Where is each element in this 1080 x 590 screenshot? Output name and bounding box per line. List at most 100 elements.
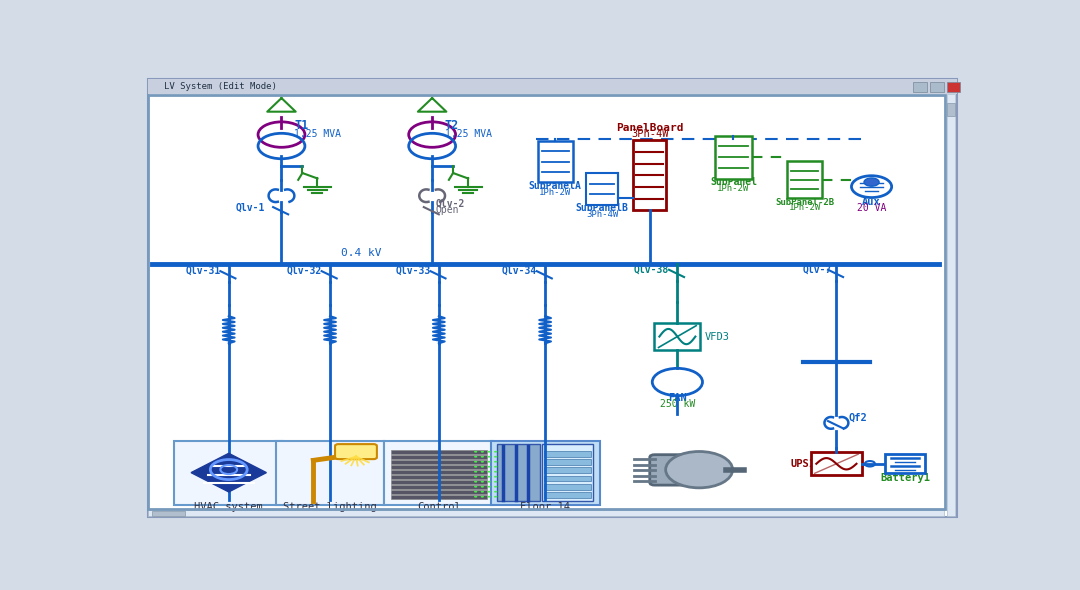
Circle shape bbox=[494, 461, 498, 463]
FancyBboxPatch shape bbox=[715, 136, 753, 179]
Text: Qlv-33: Qlv-33 bbox=[395, 266, 431, 276]
FancyBboxPatch shape bbox=[391, 475, 486, 478]
Circle shape bbox=[487, 491, 490, 493]
FancyBboxPatch shape bbox=[544, 459, 591, 465]
Text: 1Ph-2W: 1Ph-2W bbox=[717, 184, 750, 193]
FancyBboxPatch shape bbox=[633, 140, 666, 211]
FancyBboxPatch shape bbox=[542, 444, 593, 501]
Text: 250 kW: 250 kW bbox=[660, 399, 696, 409]
FancyBboxPatch shape bbox=[654, 323, 701, 350]
FancyBboxPatch shape bbox=[811, 453, 862, 475]
Circle shape bbox=[481, 456, 484, 458]
FancyBboxPatch shape bbox=[544, 451, 591, 457]
Circle shape bbox=[494, 471, 498, 473]
Circle shape bbox=[487, 466, 490, 468]
FancyBboxPatch shape bbox=[391, 490, 486, 494]
Circle shape bbox=[487, 481, 490, 483]
FancyBboxPatch shape bbox=[650, 455, 718, 485]
FancyBboxPatch shape bbox=[391, 470, 486, 474]
Circle shape bbox=[481, 496, 484, 497]
FancyBboxPatch shape bbox=[497, 444, 540, 501]
Circle shape bbox=[494, 451, 498, 453]
Circle shape bbox=[474, 451, 477, 453]
FancyBboxPatch shape bbox=[544, 484, 591, 490]
Circle shape bbox=[864, 178, 879, 186]
FancyBboxPatch shape bbox=[391, 455, 486, 459]
Text: 0.4 kV: 0.4 kV bbox=[341, 248, 381, 258]
Circle shape bbox=[481, 466, 484, 468]
Circle shape bbox=[474, 496, 477, 497]
FancyBboxPatch shape bbox=[148, 78, 957, 93]
Polygon shape bbox=[191, 453, 267, 492]
Text: SubPanelA: SubPanelA bbox=[529, 181, 582, 191]
Circle shape bbox=[474, 486, 477, 487]
Circle shape bbox=[481, 481, 484, 483]
Text: FAN: FAN bbox=[669, 393, 687, 403]
Circle shape bbox=[481, 476, 484, 478]
Circle shape bbox=[494, 476, 498, 478]
Text: 1.25 MVA: 1.25 MVA bbox=[445, 129, 491, 139]
Circle shape bbox=[474, 456, 477, 458]
FancyBboxPatch shape bbox=[335, 444, 377, 459]
FancyBboxPatch shape bbox=[544, 476, 591, 481]
Text: 20 VA: 20 VA bbox=[856, 203, 887, 213]
Circle shape bbox=[494, 496, 498, 497]
Circle shape bbox=[474, 481, 477, 483]
Text: Qlv-34: Qlv-34 bbox=[501, 266, 537, 276]
FancyBboxPatch shape bbox=[930, 81, 944, 91]
Text: Qlv-38: Qlv-38 bbox=[634, 265, 670, 275]
FancyBboxPatch shape bbox=[275, 441, 384, 504]
Text: SubPanelB: SubPanelB bbox=[576, 203, 629, 213]
FancyBboxPatch shape bbox=[174, 441, 283, 504]
FancyBboxPatch shape bbox=[391, 494, 486, 499]
Circle shape bbox=[487, 471, 490, 473]
Circle shape bbox=[487, 456, 490, 458]
Text: Open: Open bbox=[435, 205, 459, 215]
FancyBboxPatch shape bbox=[391, 480, 486, 484]
Text: T2: T2 bbox=[445, 119, 459, 132]
Text: 1Ph-2W: 1Ph-2W bbox=[788, 204, 821, 212]
Text: Battery1: Battery1 bbox=[880, 473, 930, 483]
Circle shape bbox=[494, 466, 498, 468]
FancyBboxPatch shape bbox=[391, 484, 486, 489]
Text: LV System (Edit Mode): LV System (Edit Mode) bbox=[164, 82, 278, 91]
Circle shape bbox=[487, 451, 490, 453]
Circle shape bbox=[487, 461, 490, 463]
FancyBboxPatch shape bbox=[947, 103, 956, 116]
FancyBboxPatch shape bbox=[391, 460, 486, 464]
Text: T1: T1 bbox=[294, 119, 308, 132]
Circle shape bbox=[487, 496, 490, 497]
Text: Qlv-32: Qlv-32 bbox=[286, 266, 322, 276]
FancyBboxPatch shape bbox=[148, 510, 944, 516]
FancyBboxPatch shape bbox=[391, 450, 486, 454]
FancyBboxPatch shape bbox=[384, 441, 494, 504]
Circle shape bbox=[474, 476, 477, 478]
Text: Qf2: Qf2 bbox=[848, 412, 867, 422]
Text: 1Ph-2W: 1Ph-2W bbox=[539, 188, 571, 197]
Text: 3Ph-4W: 3Ph-4W bbox=[631, 129, 669, 139]
FancyBboxPatch shape bbox=[544, 492, 591, 498]
FancyBboxPatch shape bbox=[538, 141, 572, 182]
FancyBboxPatch shape bbox=[151, 511, 186, 516]
Text: SubPanel-2B: SubPanel-2B bbox=[775, 198, 834, 207]
Text: 3Ph-4W: 3Ph-4W bbox=[586, 209, 618, 219]
Circle shape bbox=[494, 481, 498, 483]
Text: Street lighting: Street lighting bbox=[283, 502, 377, 512]
Text: VFD3: VFD3 bbox=[705, 332, 730, 342]
FancyBboxPatch shape bbox=[947, 81, 960, 91]
Text: UPS1: UPS1 bbox=[791, 459, 815, 469]
Text: Control: Control bbox=[417, 502, 461, 512]
FancyBboxPatch shape bbox=[586, 173, 618, 205]
Circle shape bbox=[494, 456, 498, 458]
Circle shape bbox=[481, 461, 484, 463]
FancyBboxPatch shape bbox=[391, 465, 486, 469]
Text: HVAC system: HVAC system bbox=[194, 502, 264, 512]
FancyBboxPatch shape bbox=[787, 161, 822, 198]
Text: Qlv-7: Qlv-7 bbox=[802, 265, 833, 275]
Circle shape bbox=[474, 466, 477, 468]
Text: PanelBoard: PanelBoard bbox=[616, 123, 684, 133]
Text: SubPanel: SubPanel bbox=[710, 177, 757, 187]
Text: Qlv-2: Qlv-2 bbox=[435, 199, 464, 209]
FancyBboxPatch shape bbox=[148, 78, 957, 517]
Circle shape bbox=[487, 486, 490, 487]
